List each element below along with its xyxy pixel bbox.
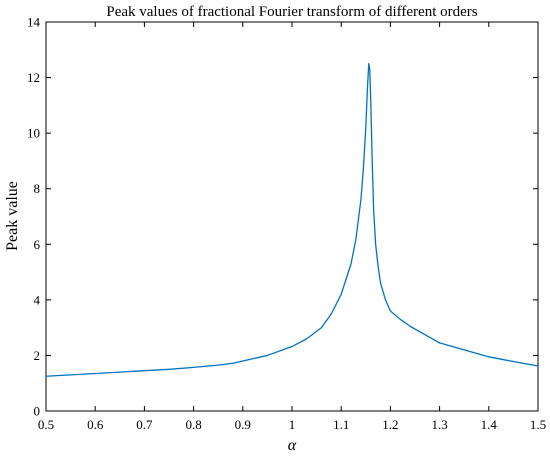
y-axis-label: Peak value [4,181,21,251]
y-tick-label: 12 [27,70,40,85]
series-line-peak-value [45,63,539,377]
x-axis: 0.5 0.6 0.7 0.8 0.9 1 1.1 1.2 1.3 1.4 1.5 [38,22,546,432]
x-tick-label: 1.4 [481,417,498,432]
x-tick-label: 0.8 [185,417,201,432]
x-axis-label: α [288,437,297,454]
x-tick-label: 0.7 [136,417,153,432]
x-tick-label: 1.2 [382,417,398,432]
x-tick-label: 0.5 [38,417,54,432]
y-tick-label: 0 [34,404,41,419]
plot-area-frame [45,21,539,412]
y-tick-label: 14 [27,15,41,30]
y-tick-label: 6 [34,237,41,252]
chart-title: Peak values of fractional Fourier transf… [106,4,477,20]
x-tick-label: 1 [289,417,296,432]
x-tick-label: 0.6 [87,417,104,432]
y-tick-label: 10 [27,126,40,141]
y-tick-label: 2 [34,348,41,363]
y-axis: 0 2 4 6 8 10 12 14 [27,15,538,419]
y-tick-label: 4 [34,292,41,307]
x-tick-label: 1.5 [530,417,546,432]
x-tick-label: 1.1 [333,417,349,432]
x-tick-label: 0.9 [235,417,251,432]
y-tick-label: 8 [34,181,41,196]
x-tick-label: 1.3 [431,417,447,432]
